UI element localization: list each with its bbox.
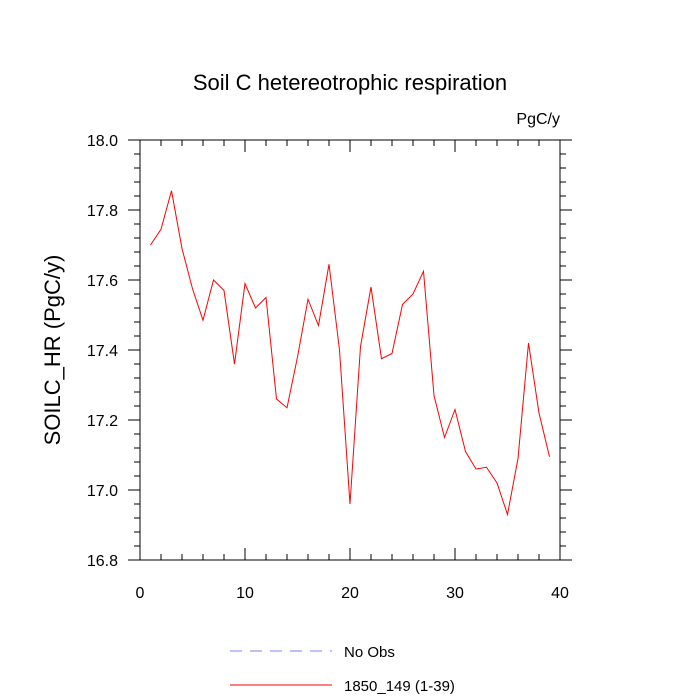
y-tick-label: 17.4 [87,343,118,360]
axis-ticks [128,139,572,561]
y-tick-label: 18.0 [87,133,118,150]
y-tick-label: 17.2 [87,413,118,430]
y-tick-label: 17.6 [87,273,118,290]
series-lines [150,190,550,517]
y-tick-label: 17.0 [87,483,118,500]
units-label: PgC/y [516,111,560,128]
y-axis-label: SOILC_HR (PgC/y) [40,255,65,446]
x-tick-label: 30 [446,585,464,602]
x-tick-label: 10 [236,585,254,602]
legend-label: No Obs [344,644,395,661]
axis-tick-labels: 0 10 20 30 40 16.8 17.0 17.2 17.4 17.6 17.8 18.0 [87,133,569,602]
legend-label: 1850_149 (1-39) [344,678,455,695]
chart-title: Soil C hetereotrophic respiration [193,70,507,95]
x-tick-label: 0 [136,585,145,602]
x-tick-label: 20 [341,585,359,602]
x-tick-label: 40 [551,585,569,602]
y-tick-label: 17.8 [87,203,118,220]
y-tick-label: 16.8 [87,553,118,570]
series-line [150,190,550,517]
legend: No Obs 1850_149 (1-39) [230,644,455,695]
